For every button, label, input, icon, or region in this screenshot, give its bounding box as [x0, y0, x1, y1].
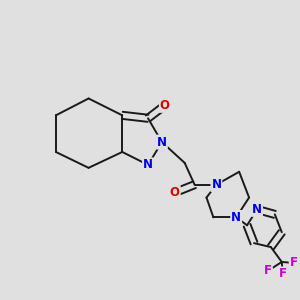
- Text: N: N: [252, 203, 262, 216]
- Text: F: F: [279, 267, 287, 280]
- Text: F: F: [290, 256, 298, 269]
- Text: O: O: [170, 186, 180, 199]
- Text: N: N: [157, 136, 167, 148]
- Text: N: N: [212, 178, 221, 191]
- Text: N: N: [231, 211, 241, 224]
- Text: N: N: [143, 158, 153, 171]
- Text: F: F: [264, 264, 272, 278]
- Text: O: O: [160, 99, 170, 112]
